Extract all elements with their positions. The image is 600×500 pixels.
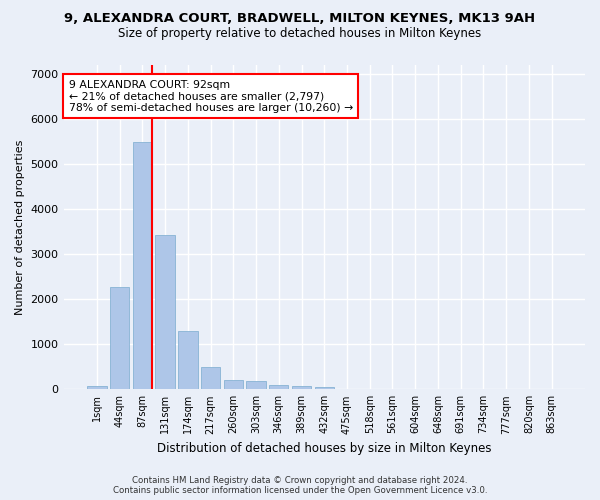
Bar [133,142,152,390]
Bar [87,386,107,390]
Bar [178,331,197,390]
Bar [224,380,243,390]
Y-axis label: Number of detached properties: Number of detached properties [15,140,25,315]
Bar [314,387,334,390]
Text: 9 ALEXANDRA COURT: 92sqm
← 21% of detached houses are smaller (2,797)
78% of sem: 9 ALEXANDRA COURT: 92sqm ← 21% of detach… [69,80,353,113]
Bar [247,380,266,390]
Text: Size of property relative to detached houses in Milton Keynes: Size of property relative to detached ho… [118,28,482,40]
X-axis label: Distribution of detached houses by size in Milton Keynes: Distribution of detached houses by size … [157,442,491,455]
Text: Contains HM Land Registry data © Crown copyright and database right 2024.
Contai: Contains HM Land Registry data © Crown c… [113,476,487,495]
Bar [292,386,311,390]
Bar [201,367,220,390]
Bar [155,236,175,390]
Text: 9, ALEXANDRA COURT, BRADWELL, MILTON KEYNES, MK13 9AH: 9, ALEXANDRA COURT, BRADWELL, MILTON KEY… [64,12,536,26]
Bar [269,386,289,390]
Bar [110,286,130,390]
